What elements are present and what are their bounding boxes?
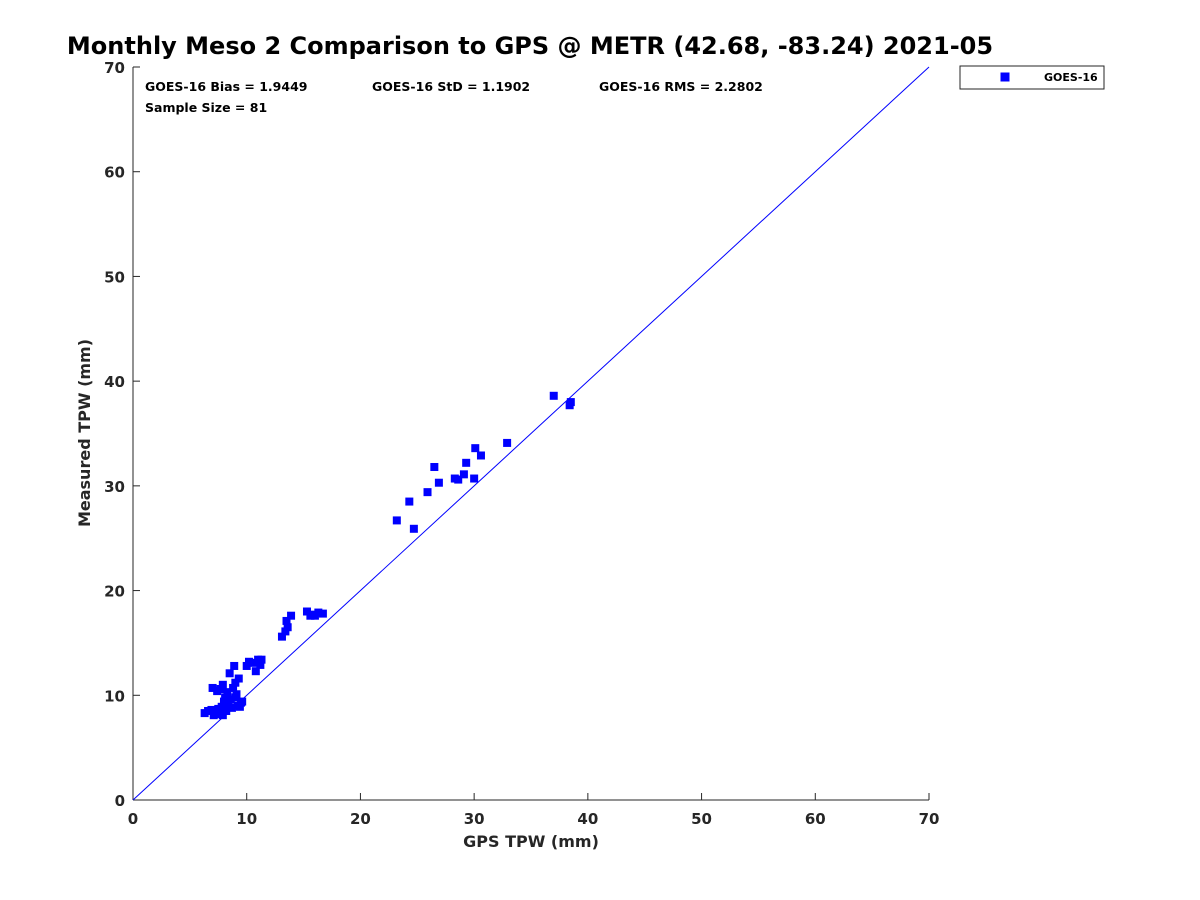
y-tick-label: 0 <box>115 792 125 810</box>
y-tick-label: 50 <box>104 268 125 286</box>
data-point <box>409 524 418 533</box>
x-tick-label: 50 <box>691 810 712 828</box>
data-point <box>242 661 251 670</box>
data-point <box>459 470 468 479</box>
legend-label: GOES-16 <box>1044 71 1098 84</box>
x-tick-label: 10 <box>236 810 257 828</box>
data-point <box>287 611 296 620</box>
data-point <box>405 497 414 506</box>
data-point <box>476 451 485 460</box>
plot-area: 0 10 20 30 40 50 60 70 0 10 20 30 40 50 60 70 GOES-16 … <box>104 59 939 828</box>
data-point <box>566 398 575 407</box>
data-point <box>256 660 265 669</box>
data-point <box>232 690 241 699</box>
data-point <box>423 488 432 497</box>
data-point <box>222 706 231 715</box>
rms-stat: GOES-16 RMS = 2.2802 <box>599 79 763 94</box>
data-point <box>549 391 558 400</box>
data-point <box>434 478 443 487</box>
y-tick-label: 40 <box>104 373 125 391</box>
legend-marker <box>1000 72 1010 82</box>
data-point <box>207 705 216 714</box>
data-point <box>462 458 471 467</box>
data-point <box>314 608 323 617</box>
data-point <box>471 444 480 453</box>
data-point <box>231 678 240 687</box>
data-point <box>470 474 479 483</box>
data-point <box>208 683 217 692</box>
bias-stat: GOES-16 Bias = 1.9449 <box>145 79 307 94</box>
data-point <box>223 688 232 697</box>
data-point <box>454 475 463 484</box>
y-tick-label: 60 <box>104 164 125 182</box>
y-tick-label: 30 <box>104 478 125 496</box>
data-point <box>503 438 512 447</box>
y-tick-label: 10 <box>104 687 125 705</box>
data-point <box>229 683 238 692</box>
x-tick-label: 40 <box>577 810 598 828</box>
chart-title: Monthly Meso 2 Comparison to GPS @ METR … <box>67 32 993 60</box>
data-point <box>225 669 234 678</box>
data-point <box>221 693 230 702</box>
x-tick-label: 70 <box>919 810 940 828</box>
data-point <box>219 697 228 706</box>
data-point <box>277 632 286 641</box>
data-point <box>282 616 291 625</box>
data-point <box>218 711 227 720</box>
data-point <box>238 697 247 706</box>
x-tick-label: 0 <box>128 810 138 828</box>
data-point <box>281 627 290 636</box>
data-point <box>430 463 439 472</box>
data-point <box>227 703 236 712</box>
sample-size-stat: Sample Size = 81 <box>145 100 267 115</box>
y-ticks: 0 10 20 30 40 50 60 70 <box>104 59 140 810</box>
x-axis-label: GPS TPW (mm) <box>463 832 599 851</box>
data-point <box>257 655 266 664</box>
one-to-one-reference-line <box>132 66 930 801</box>
data-point <box>234 674 243 683</box>
x-tick-label: 20 <box>350 810 371 828</box>
data-point <box>244 657 253 666</box>
data-point <box>216 685 225 694</box>
data-point <box>226 695 235 704</box>
data-points <box>200 391 575 720</box>
legend-box <box>959 65 1105 90</box>
data-point <box>217 702 226 711</box>
data-point <box>392 516 401 525</box>
data-point <box>251 667 260 676</box>
data-point <box>302 607 311 616</box>
y-axis-label: Measured TPW (mm) <box>75 339 94 527</box>
data-point <box>318 609 327 618</box>
y-tick-label: 70 <box>104 59 125 77</box>
x-ticks: 0 10 20 30 40 50 60 70 <box>128 793 940 828</box>
x-tick-label: 60 <box>805 810 826 828</box>
data-point <box>230 661 239 670</box>
y-tick-label: 20 <box>104 583 125 601</box>
data-point <box>218 680 227 689</box>
std-stat: GOES-16 StD = 1.1902 <box>372 79 530 94</box>
legend: GOES-16 <box>959 65 1105 90</box>
data-point <box>283 623 292 632</box>
x-tick-label: 30 <box>464 810 485 828</box>
data-point <box>235 702 244 711</box>
data-point <box>249 658 258 667</box>
